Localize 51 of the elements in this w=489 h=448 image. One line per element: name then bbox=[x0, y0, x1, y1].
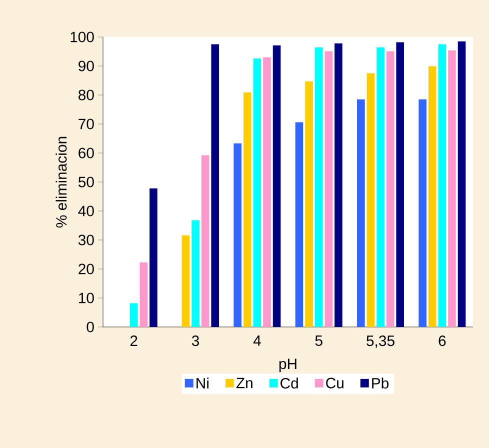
bar bbox=[263, 57, 271, 327]
bar bbox=[201, 155, 210, 327]
bar bbox=[182, 235, 190, 327]
bar bbox=[418, 99, 426, 327]
bar bbox=[234, 143, 242, 327]
y-tick-label: 100 bbox=[70, 32, 94, 42]
bar bbox=[211, 44, 220, 327]
x-tick-label: 5 bbox=[315, 336, 322, 346]
bar bbox=[386, 51, 394, 327]
y-tick-label: 80 bbox=[78, 90, 94, 100]
bar bbox=[253, 58, 262, 327]
bar bbox=[438, 44, 446, 327]
y-tick-label: 10 bbox=[79, 292, 94, 304]
y-tick-label: 90 bbox=[78, 60, 94, 72]
y-tick-label: 30 bbox=[78, 234, 94, 246]
y-tick-label: 20 bbox=[78, 264, 94, 274]
y-tick-label: 50 bbox=[78, 176, 94, 188]
y-tick-label: 60 bbox=[78, 148, 94, 158]
bar bbox=[140, 262, 148, 327]
bar bbox=[396, 42, 404, 327]
legend-label: Ni bbox=[196, 378, 208, 388]
bar bbox=[130, 303, 138, 327]
legend-label: Pb bbox=[372, 378, 389, 389]
bar bbox=[458, 41, 466, 327]
x-tick-label: 3 bbox=[192, 336, 200, 346]
y-axis-title: % eliminacion bbox=[56, 136, 67, 228]
legend-label: Zn bbox=[236, 378, 252, 388]
bar bbox=[366, 73, 375, 327]
legend-label: Cd bbox=[280, 378, 298, 389]
bar bbox=[376, 47, 384, 327]
bar bbox=[334, 43, 342, 327]
bar bbox=[448, 50, 456, 327]
bar bbox=[243, 92, 252, 327]
x-tick-label: 5,35 bbox=[366, 336, 394, 348]
x-tick-label: 6 bbox=[438, 336, 446, 346]
bar bbox=[428, 66, 436, 327]
legend-label: Cu bbox=[326, 378, 344, 388]
y-tick-label: 0 bbox=[86, 322, 94, 332]
bar bbox=[324, 51, 333, 327]
bar bbox=[305, 81, 313, 327]
y-tick-label: 40 bbox=[78, 206, 94, 216]
bar bbox=[192, 220, 200, 327]
bar bbox=[272, 45, 281, 327]
bar bbox=[150, 188, 158, 327]
y-tick-label: 70 bbox=[78, 118, 94, 130]
x-tick-label: 4 bbox=[253, 336, 261, 346]
bar bbox=[314, 47, 323, 327]
bar bbox=[295, 122, 304, 327]
x-axis-title: pH bbox=[279, 358, 296, 372]
bar bbox=[356, 99, 365, 327]
x-tick-label: 2 bbox=[130, 336, 138, 346]
